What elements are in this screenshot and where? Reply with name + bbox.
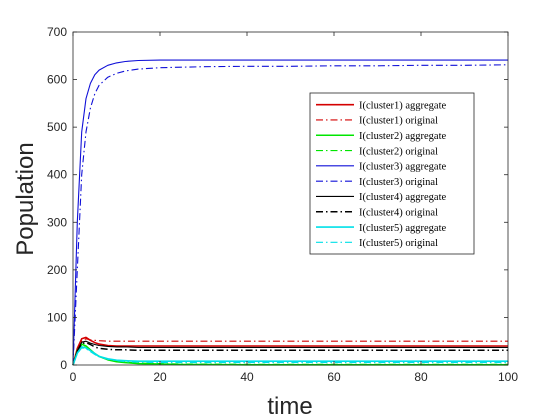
series-line-2 (72, 338, 508, 366)
y-tick-label: 300 (47, 215, 67, 229)
x-tick-label: 0 (70, 370, 77, 384)
y-tick-label: 400 (47, 168, 67, 182)
series-line-4 (72, 344, 508, 366)
series-line-8 (72, 341, 508, 366)
y-tick-label: 0 (60, 358, 67, 372)
series-line-7 (72, 340, 508, 366)
series-line-6 (72, 64, 509, 366)
x-tick-label: 60 (327, 370, 341, 384)
x-axis-label: time (267, 393, 312, 420)
y-tick-label: 500 (47, 120, 67, 134)
series-line-1 (72, 336, 508, 366)
legend-label-3: I(cluster2) aggregate (359, 131, 446, 142)
legend: I(cluster1) aggregate I(cluster1) origina… (309, 92, 475, 255)
y-tick-label: 100 (47, 310, 67, 324)
legend-label-6: I(cluster3) original (359, 177, 438, 188)
legend-label-10: I(cluster5) original (359, 238, 438, 249)
legend-label-4: I(cluster2) original (359, 146, 438, 157)
axes-layer: 0 20 40 60 80 100 0 100 200 300 400 500 600 700 (47, 25, 518, 384)
y-tick-label: 200 (47, 263, 67, 277)
series-line-5 (72, 59, 508, 366)
legend-label-1: I(cluster1) aggregate (359, 100, 446, 111)
series-line-10 (72, 347, 508, 366)
series-layer (72, 59, 509, 366)
legend-label-9: I(cluster5) aggregate (359, 223, 446, 234)
x-tick-label: 80 (414, 370, 428, 384)
series-line-9 (72, 346, 508, 366)
legend-label-2: I(cluster1) original (359, 116, 438, 127)
y-tick-label: 600 (47, 73, 67, 87)
y-axis-label: Population (12, 142, 39, 255)
legend-label-7: I(cluster4) aggregate (359, 192, 446, 203)
legend-label-5: I(cluster3) aggregate (359, 162, 446, 173)
x-tick-label: 40 (240, 370, 254, 384)
legend-label-8: I(cluster4) original (359, 207, 438, 218)
x-tick-label: 100 (498, 370, 518, 384)
axes-box (72, 31, 509, 366)
x-tick-label: 20 (153, 370, 167, 384)
y-tick-label: 700 (47, 25, 67, 39)
